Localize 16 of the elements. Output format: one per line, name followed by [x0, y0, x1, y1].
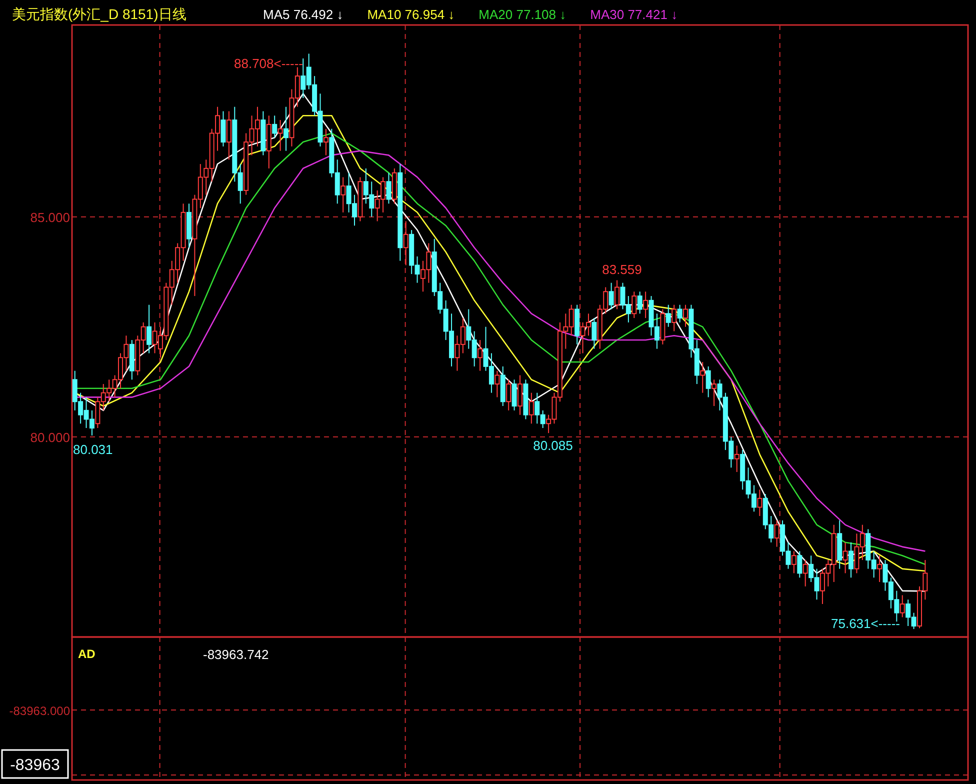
- chart-title: 美元指数(外汇_D 8151)日线: [12, 6, 186, 22]
- annotation: 88.708<-----: [234, 56, 303, 71]
- text: MA30 77.421 ↓: [590, 7, 678, 22]
- text: MA20 77.108 ↓: [478, 7, 566, 22]
- text: MA5 76.492 ↓: [263, 7, 344, 22]
- annotation: 83.559: [602, 262, 642, 277]
- y-tick-label: 85.000: [30, 210, 70, 225]
- y-tick-label: 80.000: [30, 430, 70, 445]
- text: MA10 76.954 ↓: [367, 7, 455, 22]
- text: -83963: [10, 757, 60, 774]
- text: -83963.000: [9, 704, 70, 718]
- annotation: 80.085: [533, 438, 573, 453]
- annotation: 75.631<-----: [831, 616, 900, 631]
- text: AD: [78, 647, 96, 661]
- annotation: 80.031: [73, 442, 113, 457]
- text: -83963.742: [203, 647, 269, 662]
